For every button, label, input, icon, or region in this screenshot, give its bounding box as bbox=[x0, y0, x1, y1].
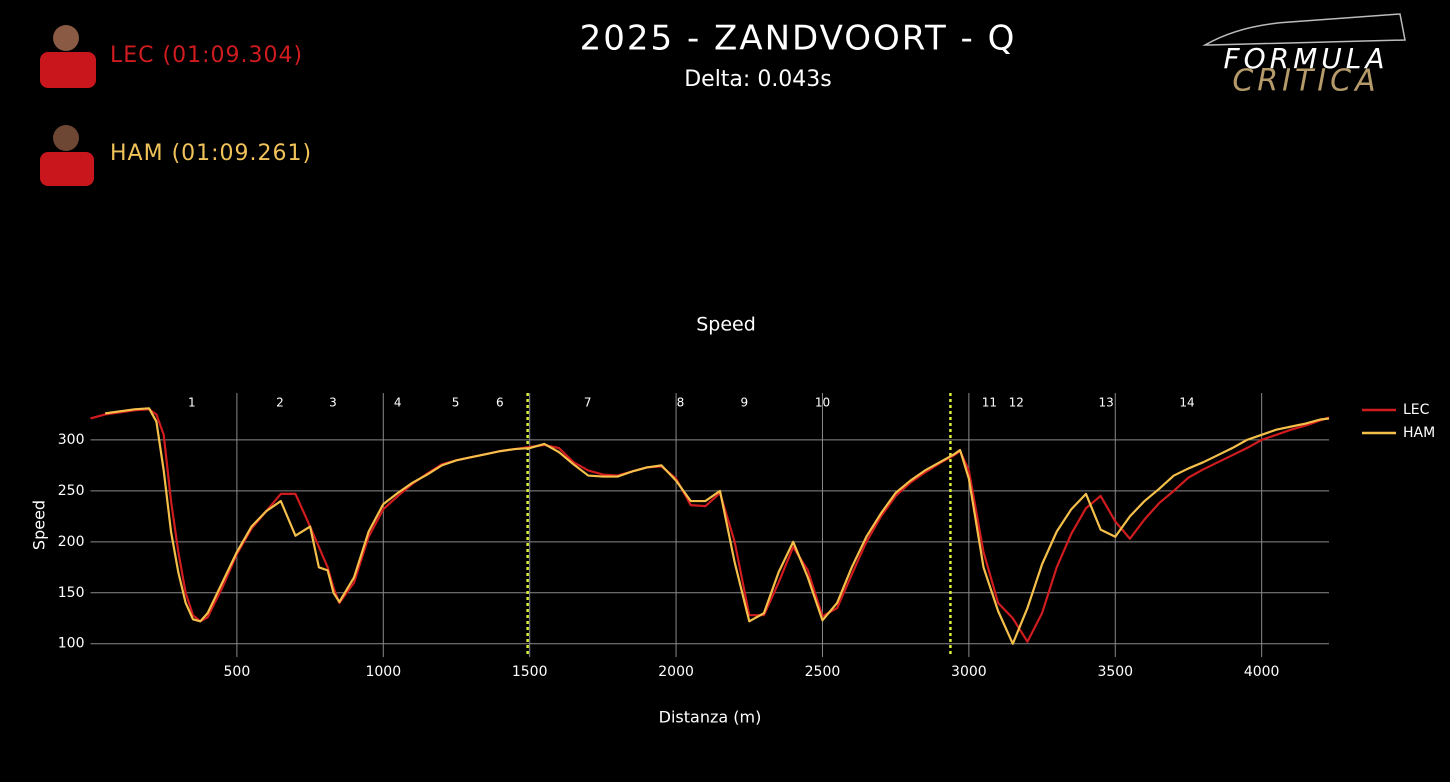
chart-title: Speed bbox=[696, 314, 756, 336]
speed-line bbox=[104, 407, 1330, 645]
legend-label: LEC bbox=[1403, 402, 1430, 418]
corner-label: 4 bbox=[394, 396, 402, 410]
corner-label: 12 bbox=[1009, 396, 1024, 410]
x-axis-label: Distanza (m) bbox=[659, 708, 762, 727]
driver-label: LEC (01:09.304) bbox=[110, 43, 303, 68]
corner-label: 2 bbox=[276, 396, 284, 410]
corner-label: 9 bbox=[740, 396, 748, 410]
x-tick-label: 2000 bbox=[658, 664, 694, 680]
x-tick-label: 4000 bbox=[1244, 664, 1280, 680]
corner-label: 1 bbox=[188, 396, 196, 410]
driver-photo bbox=[40, 25, 96, 186]
y-tick-label: 100 bbox=[58, 636, 85, 652]
driver-label: HAM (01:09.261) bbox=[110, 141, 312, 166]
page-subtitle: Delta: 0.043s bbox=[684, 67, 832, 92]
x-tick-label: 3000 bbox=[951, 664, 987, 680]
corner-label: 5 bbox=[452, 396, 460, 410]
corner-label: 7 bbox=[584, 396, 592, 410]
corner-label: 6 bbox=[496, 396, 504, 410]
y-axis-label: Speed bbox=[30, 500, 49, 550]
y-tick-label: 200 bbox=[58, 534, 85, 550]
y-tick-label: 250 bbox=[58, 483, 85, 499]
legend-label: HAM bbox=[1403, 425, 1435, 441]
corner-label: 10 bbox=[815, 396, 830, 410]
corner-label: 13 bbox=[1099, 396, 1114, 410]
logo-text: CRITICA bbox=[1232, 64, 1379, 99]
corner-label: 11 bbox=[982, 396, 997, 410]
x-tick-label: 1000 bbox=[365, 664, 401, 680]
y-tick-label: 300 bbox=[58, 432, 85, 448]
corner-label: 3 bbox=[329, 396, 337, 410]
page-title: 2025 - ZANDVOORT - Q bbox=[580, 19, 1017, 59]
corner-label: 14 bbox=[1179, 396, 1194, 410]
corner-label: 8 bbox=[677, 396, 685, 410]
logo-text: FORMULA bbox=[1223, 42, 1388, 75]
x-tick-label: 3500 bbox=[1097, 664, 1133, 680]
x-tick-label: 2500 bbox=[805, 664, 841, 680]
logo-car bbox=[1202, 13, 1406, 46]
x-tick-label: 1500 bbox=[512, 664, 548, 680]
y-tick-label: 150 bbox=[58, 585, 85, 601]
x-tick-label: 500 bbox=[224, 664, 251, 680]
